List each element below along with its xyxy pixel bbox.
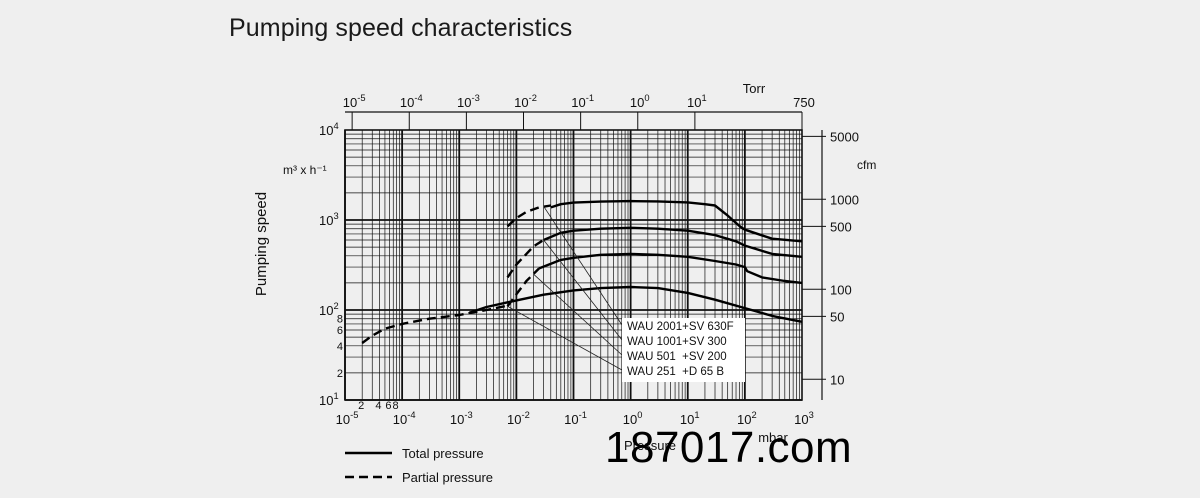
torr-tick-label: 10-2: [514, 93, 537, 110]
x-tick-label: 10-5: [336, 410, 359, 427]
cfm-tick-label: 5000: [830, 129, 859, 144]
series-leader-line: [533, 273, 623, 356]
series-leader-line: [507, 305, 623, 371]
y-minor-tick-label: 6: [337, 325, 343, 337]
watermark-text: 187017.com: [605, 423, 853, 472]
x-axis-label: Pressure: [624, 438, 676, 453]
series-leader-lines: [507, 206, 745, 382]
torr-tick-label: 100: [630, 93, 650, 110]
series-total-line-1: [550, 199, 803, 243]
series-leader-line: [543, 206, 623, 326]
series-total-line-3: [538, 252, 803, 285]
cfm-tick-label: 500: [830, 219, 852, 234]
x-minor-tick-label: 4: [375, 400, 381, 412]
torr-tick-label: 10-5: [343, 93, 366, 110]
cfm-tick-label: 100: [830, 282, 852, 297]
series-partial-line-2: [506, 238, 545, 279]
series-partial-line-4: [361, 304, 508, 344]
x-axis-unit: mbar: [758, 430, 788, 445]
page-title: Pumping speed characteristics: [229, 14, 573, 42]
y-minor-tick-label: 4: [337, 341, 343, 353]
y-minor-tick-label: 2: [337, 368, 343, 380]
torr-tick-label: 10-4: [400, 93, 423, 110]
annotation-box: [622, 318, 745, 382]
legend-label: Partial pressure: [402, 470, 493, 485]
chart-series: [361, 199, 803, 344]
torr-tick-label: 10-1: [571, 93, 594, 110]
series-total-line-4: [468, 285, 803, 323]
x-minor-tick-label: 6: [385, 400, 391, 412]
series-annotation-label: WAU 2001+SV 630F: [627, 321, 734, 333]
chart-labels: 10-5 10-4 10-3 10-2 10-1 100 101 750 Torr 5000 100…: [253, 81, 876, 453]
series-annotation-label: WAU 501 +SV 200: [627, 351, 727, 363]
plot-frame: [344, 129, 803, 401]
chart-axes: [344, 111, 826, 401]
x-tick-label: 10-3: [450, 410, 473, 427]
cfm-tick-label: 1000: [830, 192, 859, 207]
y-tick-label: 101: [319, 391, 339, 408]
torr-axis-label: Torr: [743, 81, 766, 96]
x-tick-label: 10-4: [393, 410, 416, 427]
series-annotation-label: WAU 251 +D 65 B: [627, 366, 724, 378]
legend-label: Total pressure: [402, 446, 484, 461]
x-tick-label: 100: [623, 410, 643, 427]
y-axis-label: Pumping speed: [253, 192, 270, 296]
y-tick-label: 104: [319, 121, 339, 138]
y-axis-unit: m³ x h⁻¹: [283, 163, 327, 177]
chart-legend: Total pressure Partial pressure: [345, 446, 493, 485]
series-leader-line: [543, 239, 623, 341]
series-partial-line-1: [506, 204, 551, 228]
torr-tick-label: 10-3: [457, 93, 480, 110]
cfm-axis-label: cfm: [857, 158, 876, 172]
x-tick-label: 10-1: [564, 410, 587, 427]
cfm-tick-label: 50: [830, 309, 844, 324]
x-minor-tick-label: 2: [358, 400, 364, 412]
series-total-line-2: [543, 226, 803, 258]
x-tick-label: 103: [794, 410, 814, 427]
series-annotation-label: WAU 1001+SV 300: [627, 336, 727, 348]
x-tick-label: 101: [680, 410, 700, 427]
torr-tick-label: 750: [793, 95, 815, 110]
torr-tick-label: 101: [687, 93, 707, 110]
chart-grid: [344, 130, 802, 401]
x-tick-label: 10-2: [507, 410, 530, 427]
y-minor-tick-label: 8: [337, 314, 343, 326]
cfm-tick-label: 10: [830, 372, 844, 387]
y-tick-label: 103: [319, 211, 339, 228]
y-tick-label: 102: [319, 301, 339, 318]
x-tick-label: 102: [737, 410, 757, 427]
x-minor-tick-label: 8: [393, 400, 399, 412]
